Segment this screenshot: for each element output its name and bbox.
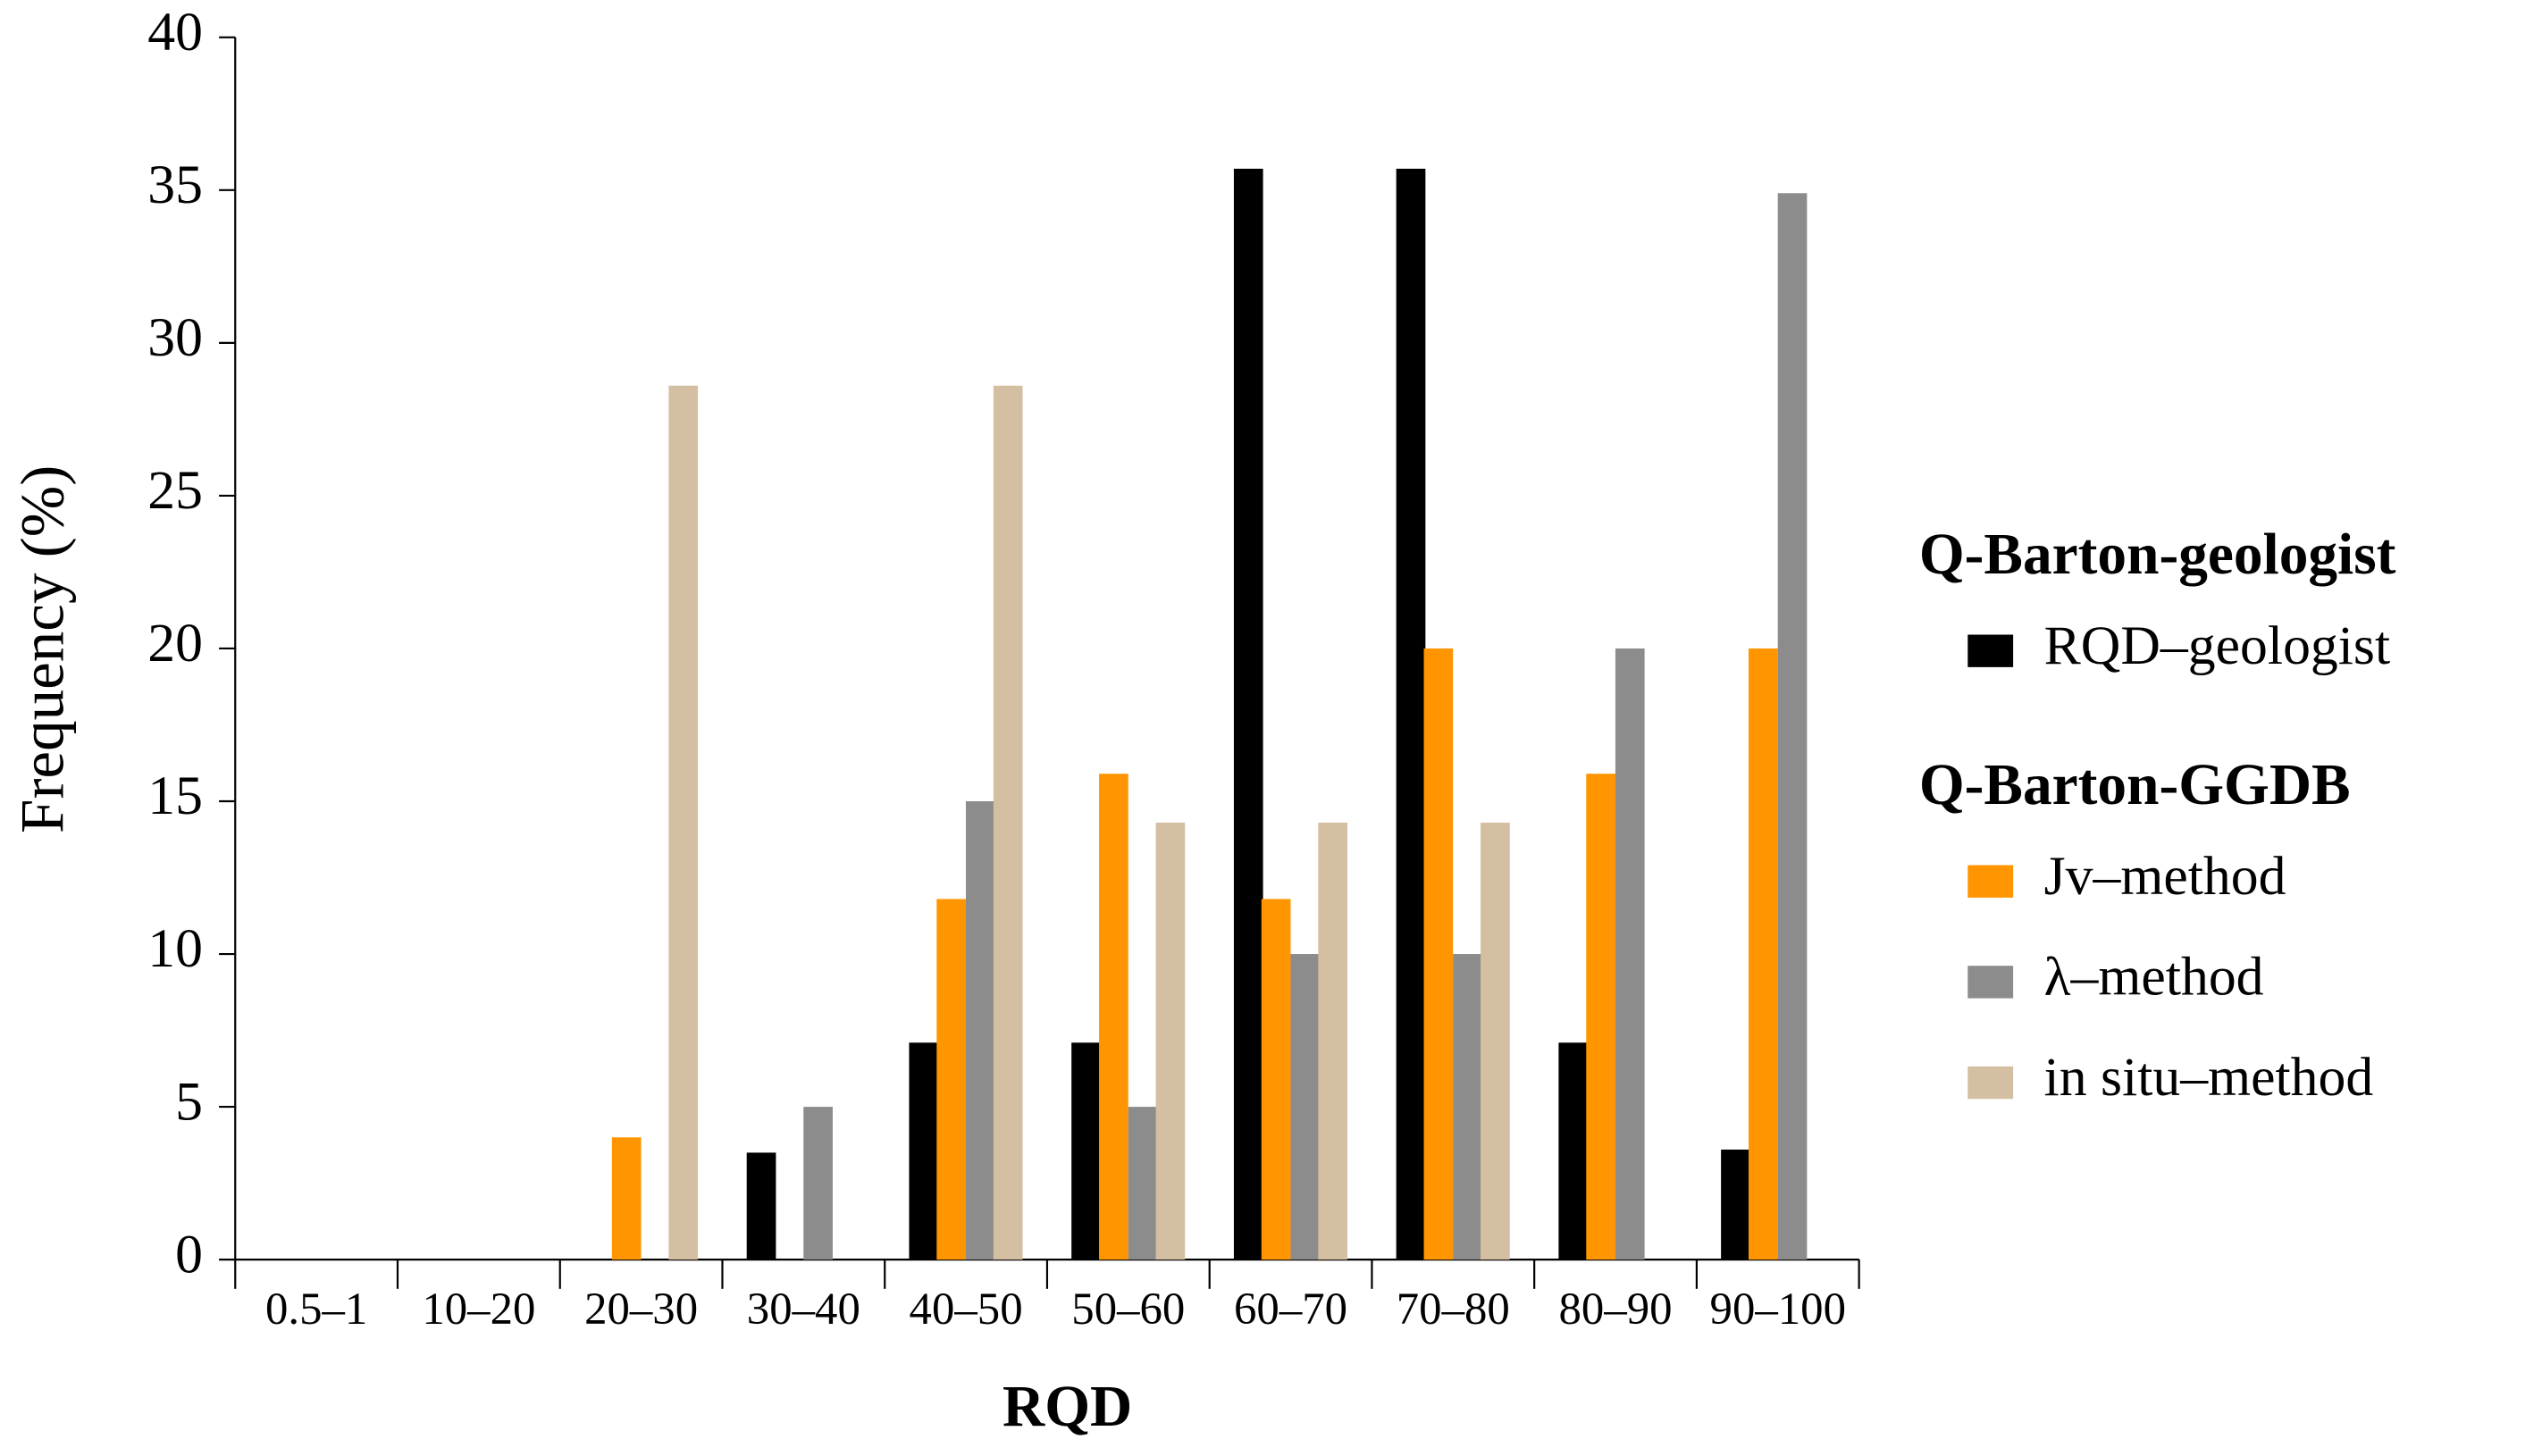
bar — [1290, 954, 1321, 1260]
y-tick-label: 30 — [147, 307, 203, 368]
bar — [1721, 1149, 1750, 1260]
x-tick-label: 0.5–1 — [265, 1284, 367, 1334]
x-tick-label: 50–60 — [1071, 1284, 1185, 1334]
x-tick-label: 20–30 — [584, 1284, 698, 1334]
x-tick-label: 70–80 — [1397, 1284, 1510, 1334]
x-tick-label: 90–100 — [1710, 1284, 1846, 1334]
x-tick-label: 60–70 — [1234, 1284, 1347, 1334]
bar — [1318, 822, 1348, 1260]
y-tick-label: 40 — [147, 2, 203, 63]
bar — [1777, 193, 1808, 1260]
bar — [803, 1107, 833, 1260]
y-tick-label: 5 — [175, 1071, 203, 1132]
legend-label: λ–method — [2044, 947, 2264, 1008]
y-tick-label: 35 — [147, 155, 203, 215]
x-axis-title: RQD — [1003, 1375, 1132, 1439]
x-tick-label: 30–40 — [747, 1284, 860, 1334]
y-tick-label: 25 — [147, 460, 203, 521]
legend-label: Jv–method — [2044, 846, 2286, 907]
x-tick-label: 40–50 — [910, 1284, 1023, 1334]
bar — [1155, 822, 1186, 1260]
legend-label: in situ–method — [2044, 1047, 2374, 1108]
y-tick-label: 10 — [147, 918, 203, 979]
bar — [1261, 899, 1291, 1260]
bar — [1558, 1042, 1589, 1260]
legend-swatch — [1967, 865, 2014, 898]
legend-group-title: Q-Barton-geologist — [1919, 523, 2396, 587]
bar — [611, 1137, 642, 1260]
bar — [668, 385, 699, 1260]
legend-group-title: Q-Barton-GGDB — [1919, 753, 2351, 817]
bar — [1071, 1042, 1101, 1260]
bar — [1099, 774, 1128, 1260]
legend-swatch — [1967, 966, 2014, 999]
bar — [909, 1042, 939, 1260]
bar — [965, 800, 995, 1260]
bar — [1481, 822, 1510, 1260]
y-tick-label: 15 — [147, 766, 203, 826]
x-tick-label: 80–90 — [1559, 1284, 1673, 1334]
y-tick-label: 0 — [175, 1224, 203, 1284]
y-tick-label: 20 — [147, 613, 203, 674]
bar — [1453, 954, 1482, 1260]
bar — [1233, 168, 1263, 1260]
bar — [1128, 1107, 1158, 1260]
bar — [936, 899, 966, 1260]
bar — [1749, 648, 1778, 1260]
bar — [1586, 774, 1615, 1260]
legend-swatch — [1967, 1066, 2014, 1100]
bar — [746, 1152, 776, 1260]
bar — [1615, 648, 1645, 1260]
legend-label: RQD–geologist — [2044, 615, 2390, 676]
bar — [1396, 168, 1426, 1260]
bar — [1423, 648, 1454, 1260]
bar — [993, 385, 1023, 1260]
x-tick-label: 10–20 — [422, 1284, 535, 1334]
legend-swatch — [1967, 634, 2014, 667]
y-axis-title: Frequency (%) — [7, 465, 76, 833]
